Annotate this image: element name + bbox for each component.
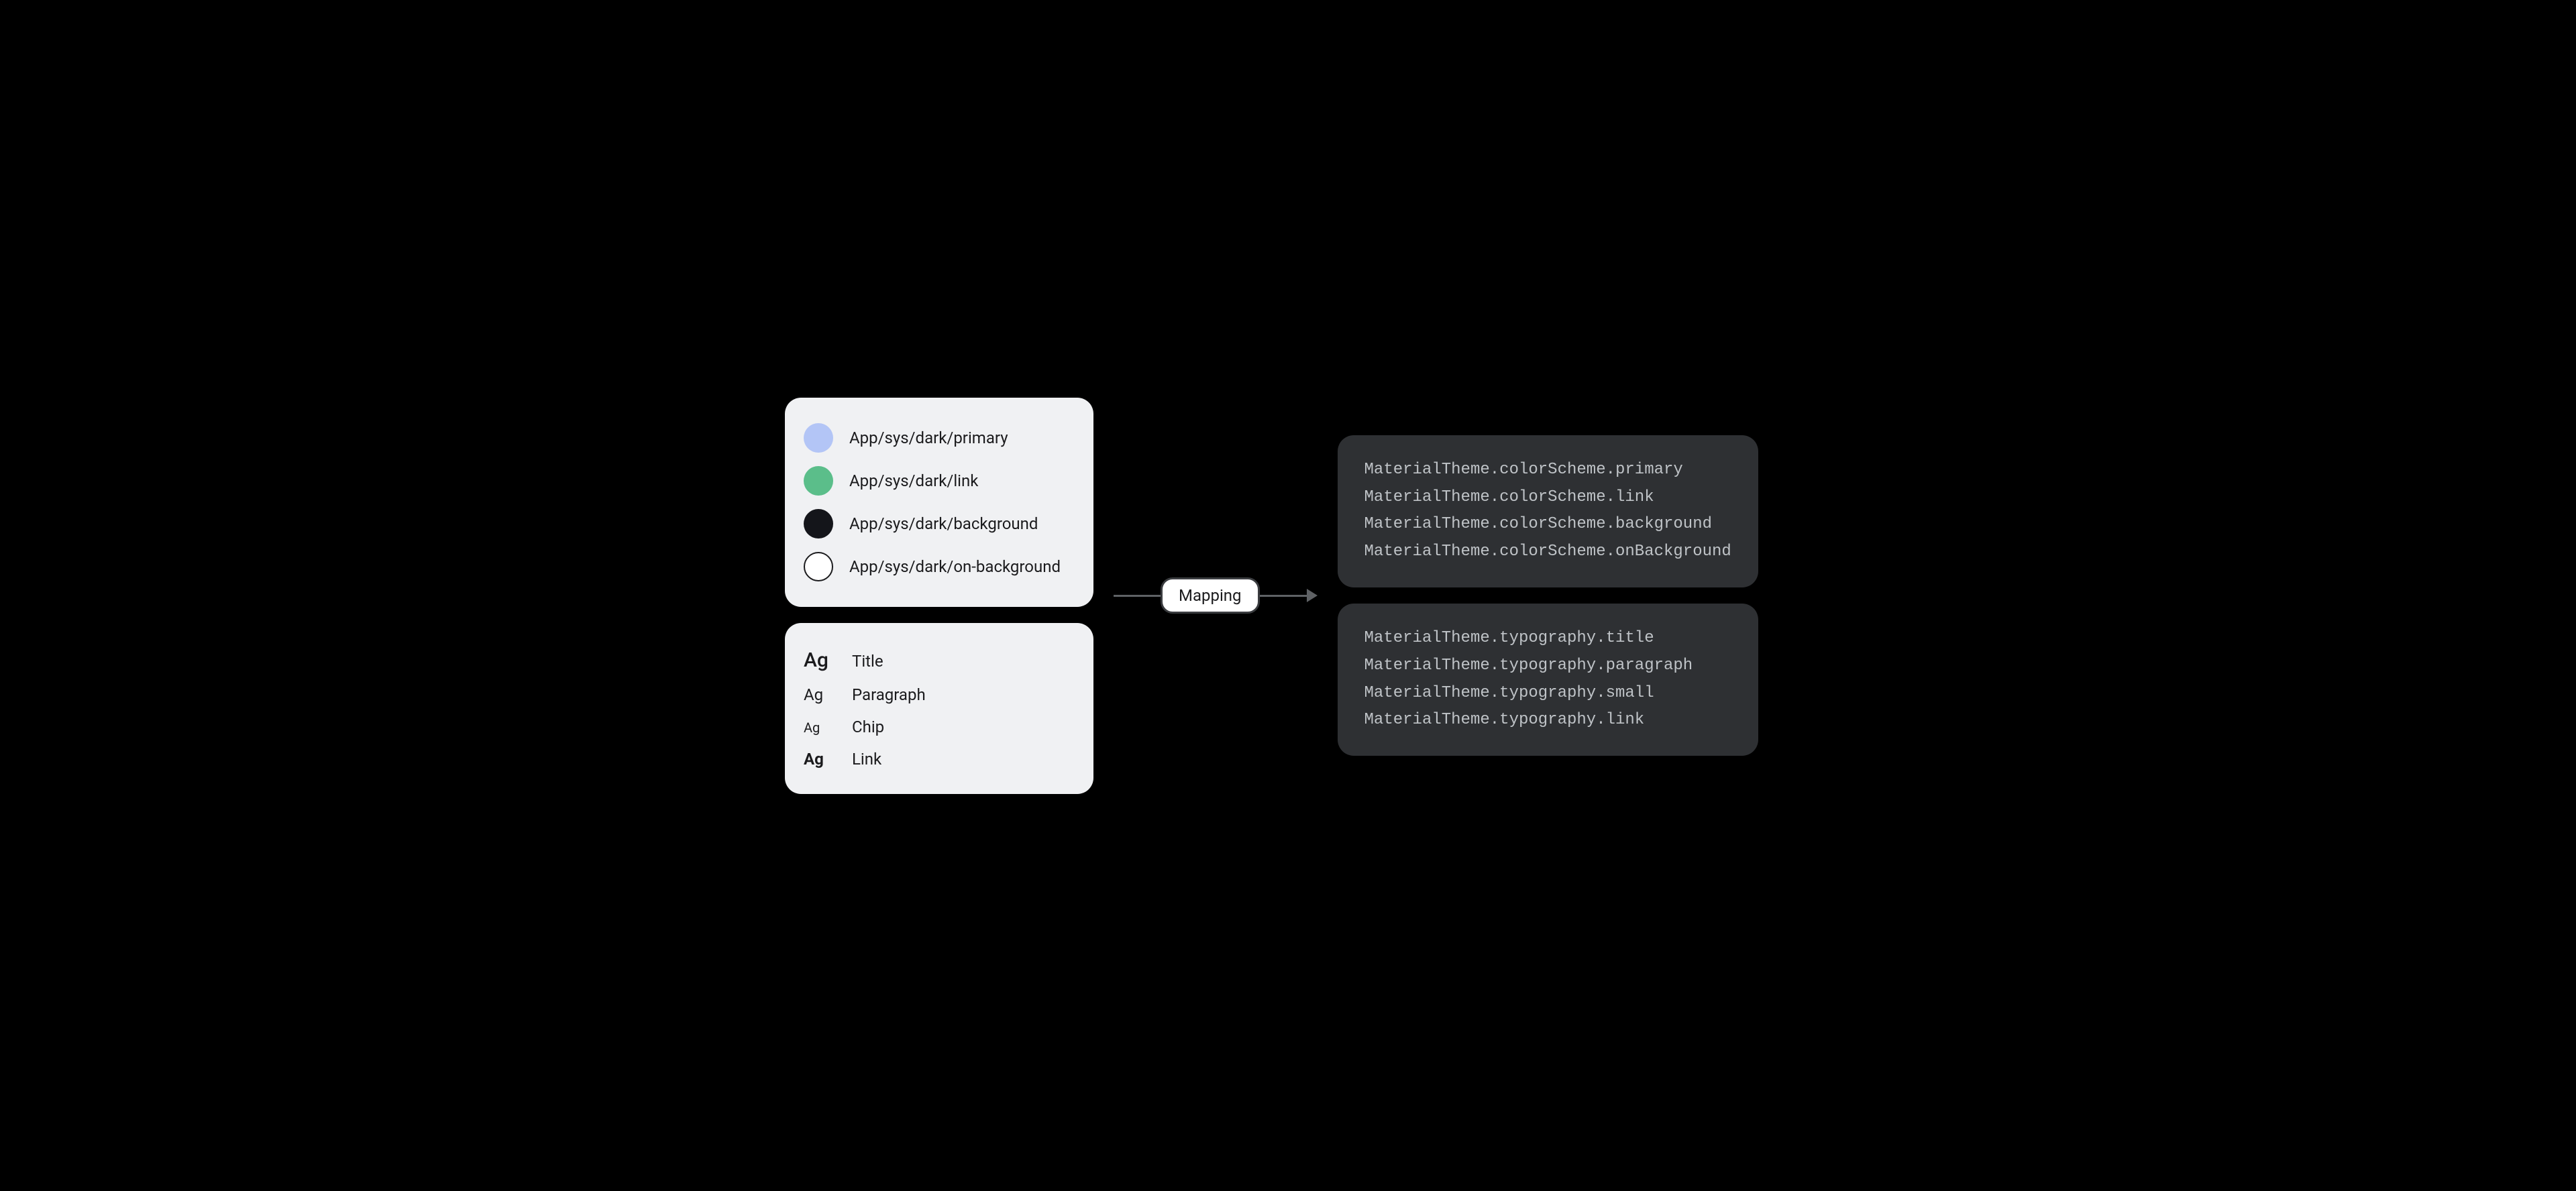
color-token-row: App/sys/dark/background	[804, 502, 1069, 545]
code-line: MaterialTheme.typography.link	[1364, 707, 1731, 734]
mapping-connector: Mapping	[1114, 577, 1318, 614]
arrow-head-icon	[1307, 589, 1318, 602]
color-tokens-card: App/sys/dark/primary App/sys/dark/link A…	[785, 398, 1093, 607]
typography-token-row: Ag Title	[804, 642, 1069, 679]
source-tokens-column: App/sys/dark/primary App/sys/dark/link A…	[785, 398, 1093, 794]
typography-token-row: Ag Link	[804, 743, 1069, 775]
typography-code-card: MaterialTheme.typography.title MaterialT…	[1338, 604, 1758, 756]
typography-token-row: Ag Chip	[804, 711, 1069, 743]
color-token-label: App/sys/dark/on-background	[849, 557, 1061, 576]
typography-tokens-card: Ag Title Ag Paragraph Ag Chip Ag Link	[785, 623, 1093, 794]
color-token-label: App/sys/dark/background	[849, 514, 1038, 533]
code-line: MaterialTheme.colorScheme.onBackground	[1364, 538, 1731, 566]
arrow-line-right	[1260, 595, 1307, 597]
color-swatch-background	[804, 509, 833, 538]
typography-token-label: Link	[852, 750, 881, 769]
typography-token-label: Title	[852, 652, 883, 671]
typography-sample-link: Ag	[804, 750, 837, 769]
color-token-row: App/sys/dark/link	[804, 459, 1069, 502]
target-theme-column: MaterialTheme.colorScheme.primary Materi…	[1338, 435, 1758, 756]
mapping-diagram: App/sys/dark/primary App/sys/dark/link A…	[785, 398, 1791, 794]
colorscheme-code-card: MaterialTheme.colorScheme.primary Materi…	[1338, 435, 1758, 587]
typography-token-label: Paragraph	[852, 685, 926, 704]
typography-sample-chip: Ag	[804, 720, 837, 736]
color-swatch-on-background	[804, 552, 833, 581]
mapping-label-pill: Mapping	[1161, 577, 1260, 614]
color-token-row: App/sys/dark/on-background	[804, 545, 1069, 588]
code-line: MaterialTheme.colorScheme.background	[1364, 511, 1731, 538]
color-token-label: App/sys/dark/link	[849, 471, 978, 490]
color-token-row: App/sys/dark/primary	[804, 416, 1069, 459]
code-line: MaterialTheme.typography.small	[1364, 680, 1731, 707]
typography-token-row: Ag Paragraph	[804, 679, 1069, 711]
code-line: MaterialTheme.colorScheme.link	[1364, 484, 1731, 512]
typography-sample-title: Ag	[804, 648, 837, 672]
color-token-label: App/sys/dark/primary	[849, 429, 1008, 447]
typography-token-label: Chip	[852, 718, 884, 736]
color-swatch-link	[804, 466, 833, 496]
code-line: MaterialTheme.typography.title	[1364, 625, 1731, 653]
code-line: MaterialTheme.typography.paragraph	[1364, 653, 1731, 680]
arrow-line-left	[1114, 595, 1161, 597]
typography-sample-paragraph: Ag	[804, 685, 837, 704]
code-line: MaterialTheme.colorScheme.primary	[1364, 457, 1731, 484]
color-swatch-primary	[804, 423, 833, 453]
